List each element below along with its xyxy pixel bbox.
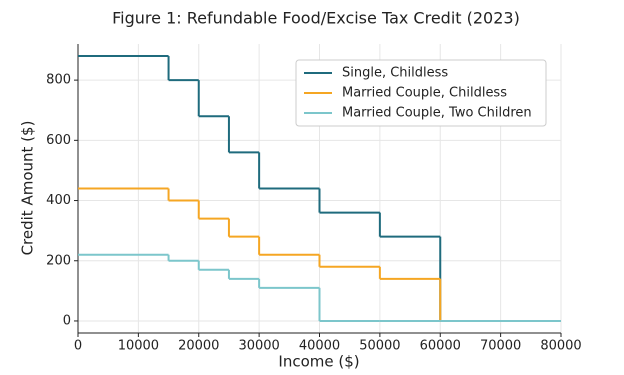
x-tick-label: 10000: [118, 339, 159, 354]
legend-label: Married Couple, Childless: [342, 86, 507, 101]
x-tick-label: 0: [74, 339, 82, 354]
y-tick-label: 600: [46, 133, 71, 148]
y-tick-label: 800: [46, 73, 71, 88]
x-tick-label: 40000: [299, 339, 340, 354]
x-tick-label: 30000: [238, 339, 279, 354]
x-tick-label: 70000: [480, 339, 521, 354]
legend-box: [295, 59, 547, 127]
chart-title: Figure 1: Refundable Food/Excise Tax Cre…: [112, 9, 520, 28]
x-tick-label: 60000: [420, 339, 461, 354]
x-tick-label: 80000: [540, 339, 581, 354]
y-tick-label: 0: [63, 313, 71, 328]
y-tick-label: 400: [46, 193, 71, 208]
x-tick-label: 20000: [178, 339, 219, 354]
legend-label: Married Couple, Two Children: [342, 106, 532, 121]
y-tick-label: 200: [46, 253, 71, 268]
legend-label: Single, Childless: [342, 66, 448, 81]
series: [78, 253, 561, 322]
x-tick-label: 50000: [359, 339, 400, 354]
x-axis-label: Income ($): [278, 353, 359, 371]
y-axis-label: Credit Amount ($): [19, 121, 37, 256]
